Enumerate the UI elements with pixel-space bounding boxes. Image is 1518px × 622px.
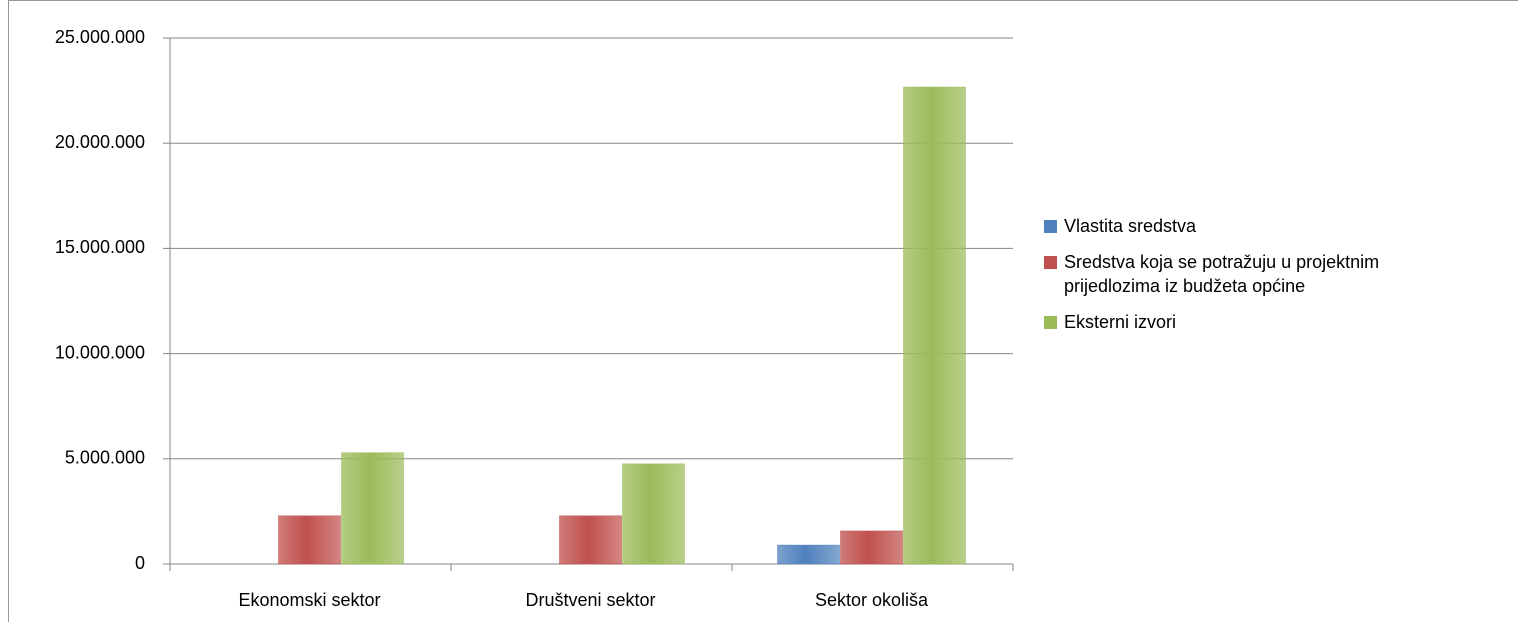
y-tick-label: 0 (135, 553, 145, 573)
bar (622, 463, 685, 565)
bar (777, 544, 840, 565)
bar (840, 530, 903, 565)
y-tick-label: 15.000.000 (55, 237, 145, 257)
bar (278, 515, 341, 565)
y-tick-label: 25.000.000 (55, 27, 145, 47)
y-tick-label: 5.000.000 (65, 448, 145, 468)
x-tick-label: Društveni sektor (525, 590, 655, 610)
bar (903, 86, 966, 565)
bar (341, 452, 404, 565)
bar (559, 515, 622, 565)
legend-label: Sredstva koja se potražuju u projektnim … (1064, 252, 1380, 296)
legend-swatch (1044, 220, 1057, 233)
legend: Vlastita sredstva Sredstva koja se potraž… (1040, 214, 1460, 346)
legend-swatch (1044, 316, 1057, 329)
legend-swatch (1044, 256, 1057, 269)
legend-item: Vlastita sredstva (1040, 214, 1434, 238)
legend-item: Eksterni izvori (1040, 310, 1434, 334)
x-tick-label: Sektor okoliša (815, 590, 929, 610)
legend-label: Eksterni izvori (1064, 312, 1177, 332)
chart-border (8, 0, 1518, 622)
y-tick-label: 10.000.000 (55, 342, 145, 362)
legend-item: Sredstva koja se potražuju u projektnim … (1040, 250, 1434, 298)
y-tick-label: 20.000.000 (55, 132, 145, 152)
legend-label: Vlastita sredstva (1064, 216, 1197, 236)
x-tick-label: Ekonomski sektor (238, 590, 380, 610)
